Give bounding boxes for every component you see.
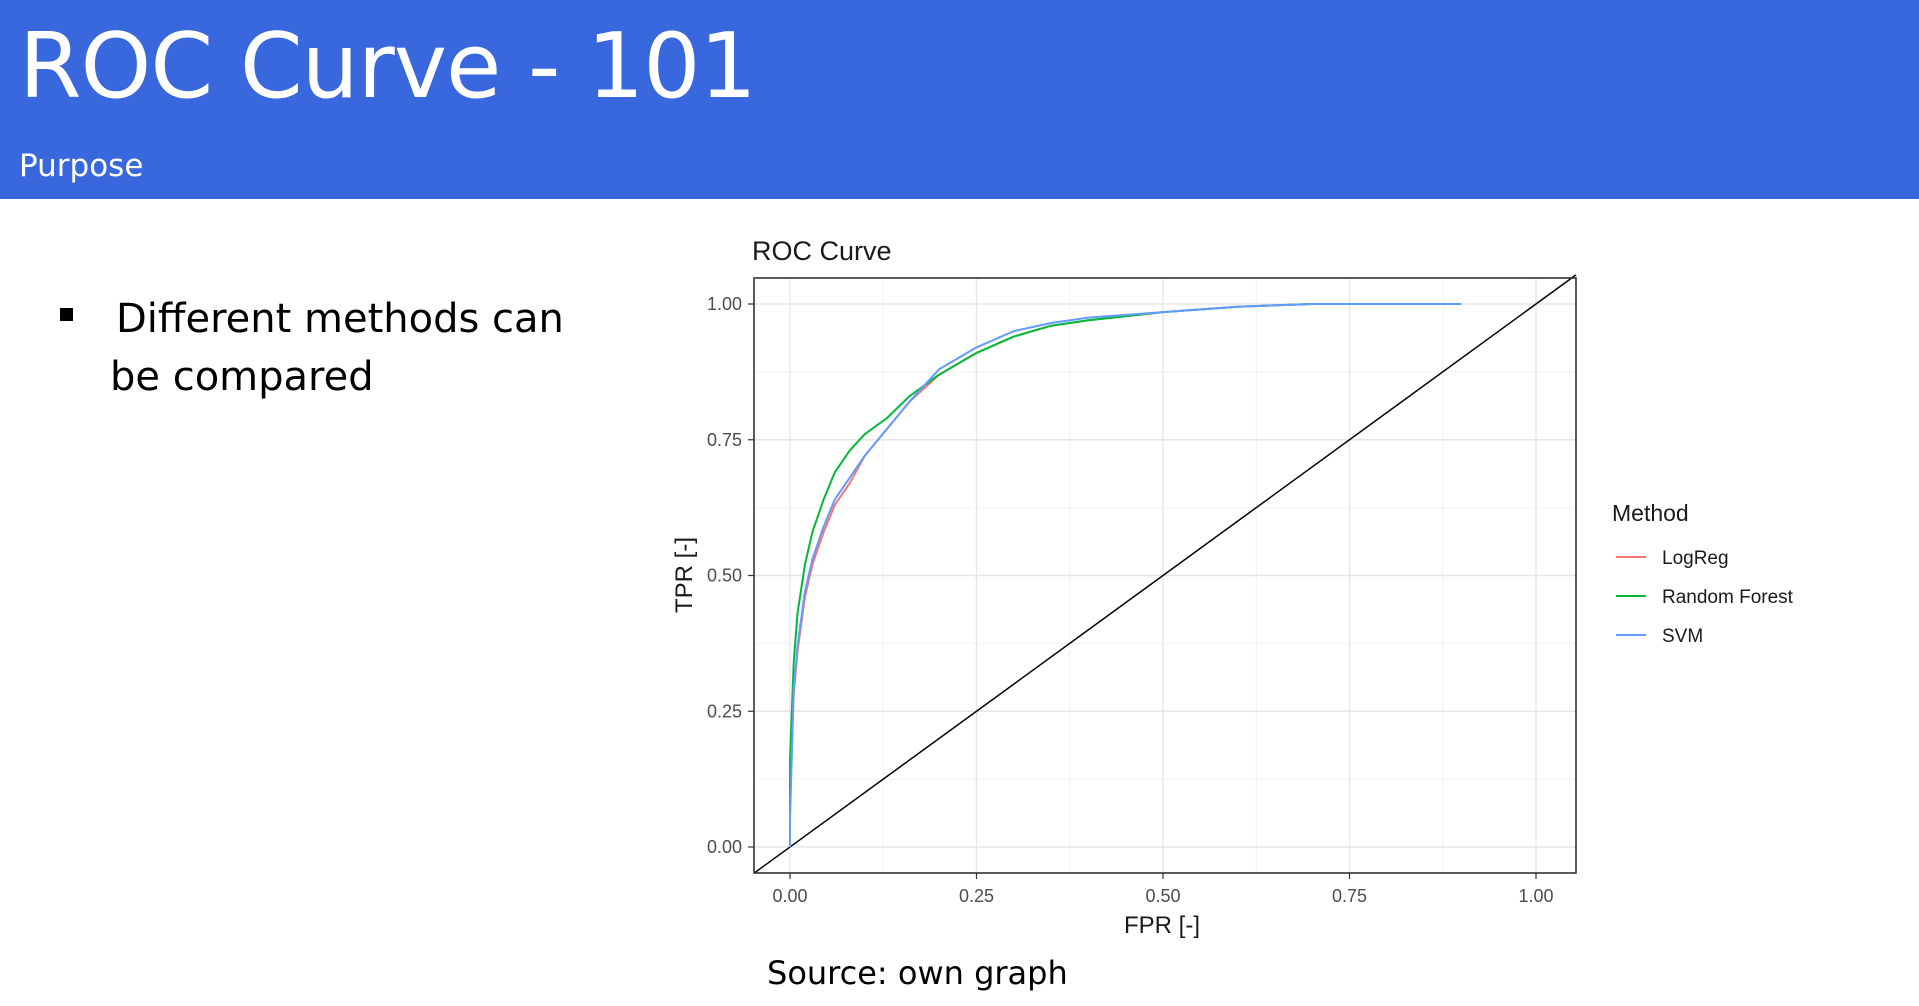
x-tick-label: 0.75 <box>1332 886 1367 906</box>
y-axis-label: TPR [-] <box>671 537 698 613</box>
x-tick-label: 0.25 <box>959 886 994 906</box>
legend: LogReg Random Forest SVM <box>1616 548 1794 647</box>
legend-label-svm: SVM <box>1662 626 1703 647</box>
legend-title: Method <box>1612 500 1689 526</box>
y-tick-label: 1.00 <box>707 294 742 314</box>
x-tick-label: 0.50 <box>1145 886 1180 906</box>
x-tick-label: 0.00 <box>772 886 807 906</box>
legend-label-random-forest: Random Forest <box>1662 587 1794 608</box>
y-tick-label: 0.25 <box>707 701 742 721</box>
chart-title: ROC Curve <box>752 236 892 266</box>
y-tick-label: 0.00 <box>707 837 742 857</box>
y-tick-label: 0.50 <box>707 566 742 586</box>
x-axis-label: FPR [-] <box>1124 912 1200 939</box>
legend-label-logreg: LogReg <box>1662 548 1729 569</box>
x-tick-label: 1.00 <box>1518 886 1553 906</box>
y-tick-label: 0.75 <box>707 430 742 450</box>
source-caption: Source: own graph <box>767 954 1068 992</box>
